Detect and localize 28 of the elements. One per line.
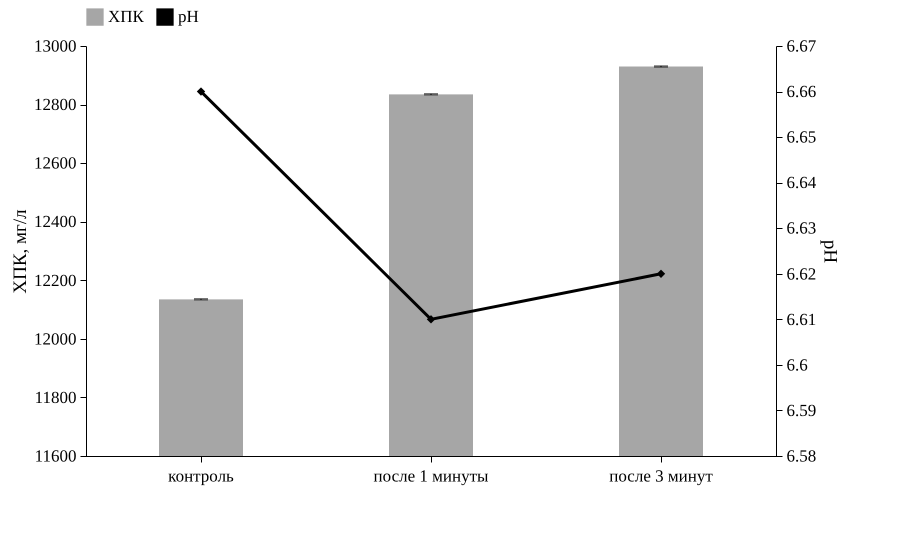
y2-tick-label: 6.58	[786, 446, 816, 466]
y-tick-label: 12200	[34, 270, 76, 290]
y2-tick-label: 6.65	[786, 128, 816, 147]
x-tick-label: после 3 минут	[609, 466, 714, 486]
y2-tick-label: 6.59	[786, 400, 816, 420]
x-tick-label: после 1 минуты	[374, 466, 490, 486]
y-tick-label: 12400	[34, 212, 76, 232]
legend-label: ХПК	[108, 7, 145, 26]
y2-tick-label: 6.61	[786, 310, 816, 329]
y2-tick-label: 6.63	[786, 218, 816, 238]
point	[656, 270, 666, 278]
point	[426, 315, 436, 324]
y2-tick-label: 6.62	[786, 264, 816, 284]
y-tick-label: 12000	[34, 329, 76, 348]
x-tick-label: контроль	[168, 466, 234, 486]
y-tick-label: 11800	[34, 388, 76, 407]
point	[196, 87, 206, 96]
y2-tick-label: 6.64	[786, 173, 817, 192]
y-tick-label: 13000	[34, 36, 76, 56]
y2-tick-label: 6.66	[786, 82, 816, 102]
y-tick-label: 12600	[34, 154, 76, 173]
legend-label: pH	[178, 7, 199, 26]
y2-tick-label: 6.6	[786, 355, 808, 374]
y-axis-title: ХПК, мг/л	[10, 208, 31, 294]
y2-tick-label: 6.67	[786, 36, 817, 56]
y-tick-label: 11600	[34, 446, 76, 466]
y2-axis-title: pH	[819, 240, 840, 264]
y-tick-label: 12800	[34, 95, 76, 114]
